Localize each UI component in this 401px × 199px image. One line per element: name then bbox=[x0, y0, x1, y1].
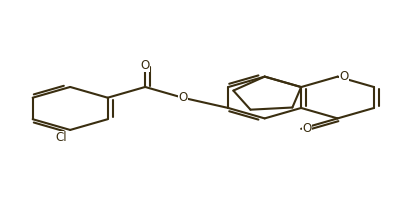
Text: O: O bbox=[302, 122, 312, 135]
Text: O: O bbox=[339, 70, 348, 83]
Text: Cl: Cl bbox=[56, 131, 67, 144]
Text: O: O bbox=[178, 91, 187, 104]
Text: O: O bbox=[141, 59, 150, 72]
